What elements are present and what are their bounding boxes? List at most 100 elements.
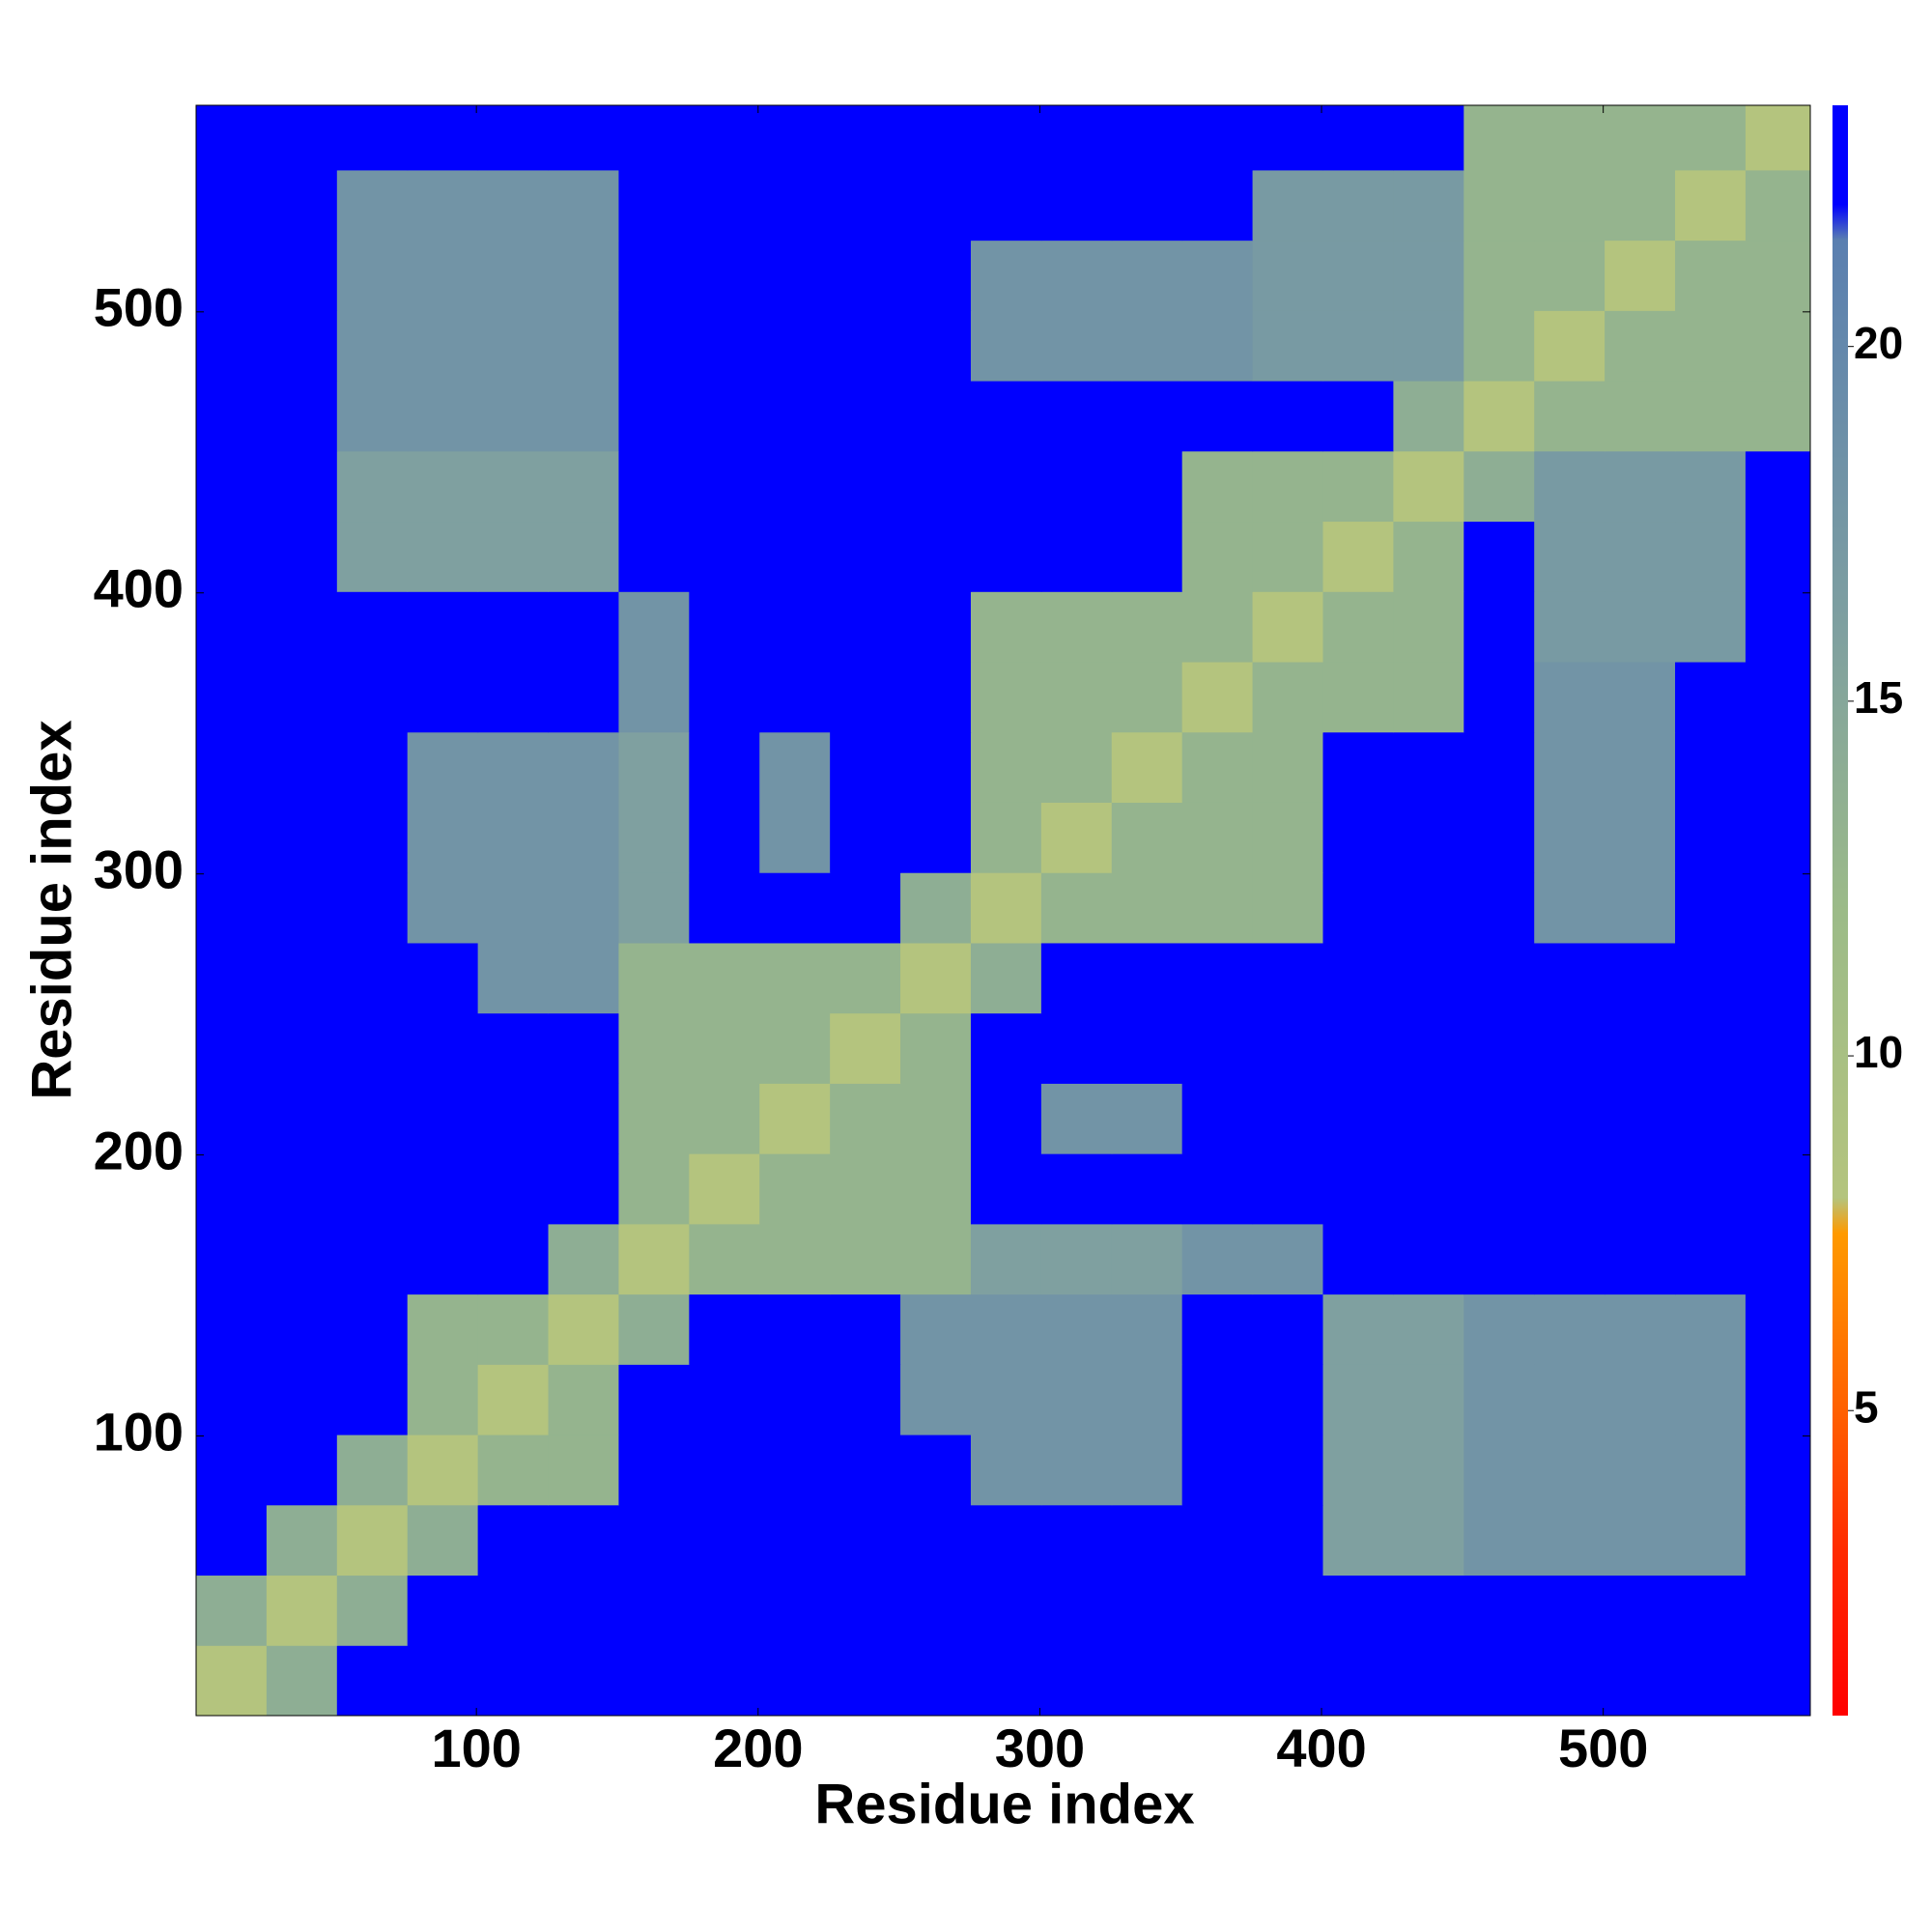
heatmap-cell [689,1364,760,1435]
heatmap-cell [759,1504,831,1577]
heatmap-cell [970,942,1042,1014]
heatmap-cell [1181,802,1254,873]
heatmap-cell [1393,381,1464,452]
heatmap-cell [1393,1575,1464,1646]
heatmap-cell [1605,1504,1676,1577]
heatmap-cell [830,521,901,592]
heatmap-cell [830,1153,901,1225]
heatmap-cell [266,1575,338,1646]
heatmap-cell [407,942,479,1014]
heatmap-cell [548,802,619,873]
heatmap-cell [1605,381,1676,452]
heatmap-cell [830,381,901,452]
heatmap-cell [900,310,972,382]
heatmap-cell [970,240,1042,311]
heatmap-cell [266,802,338,873]
y-tick-label: 500 [94,277,184,338]
heatmap-cell [1181,310,1254,382]
heatmap-cell [336,1575,409,1646]
heatmap-cell [1181,591,1254,663]
heatmap-cell [618,731,690,803]
heatmap-cell [970,1645,1042,1716]
heatmap-cell [1252,1153,1323,1225]
heatmap-cell [1675,521,1747,592]
heatmap-cell [1675,450,1747,523]
heatmap-cell [830,1223,901,1295]
x-tick-label: 200 [713,1718,803,1778]
heatmap-cell [1181,105,1254,171]
heatmap-cell [759,521,831,592]
heatmap-cell [618,310,690,382]
heatmap-cell [689,731,760,803]
heatmap-cell [1040,1293,1113,1365]
heatmap-cell [1181,381,1254,452]
heatmap-cell [1111,1364,1183,1435]
heatmap-cell [1463,1575,1535,1646]
heatmap-cell [1393,1012,1464,1084]
heatmap-cell [336,1083,409,1154]
heatmap-cell [1745,1504,1810,1577]
heatmap-cell [1181,521,1254,592]
heatmap-cell [407,521,479,592]
heatmap-cell [618,942,690,1014]
heatmap-cell [618,662,690,733]
heatmap-cell [1111,802,1183,873]
heatmap-cell [266,731,338,803]
heatmap-cell [548,942,619,1014]
heatmap-cell [477,1223,550,1295]
heatmap-cell [1463,1223,1535,1295]
heatmap-cell [407,662,479,733]
heatmap-cell [1252,942,1323,1014]
heatmap-cell [1534,1504,1605,1577]
heatmap-cell [1534,1575,1605,1646]
heatmap-cell [689,1293,760,1365]
y-tick-label: 100 [94,1401,184,1462]
heatmap-cell [266,1153,338,1225]
heatmap-cell [336,1012,409,1084]
heatmap-cell [970,381,1042,452]
heatmap-cell [618,169,690,242]
heatmap-cell [1605,1083,1676,1154]
heatmap-cell [1745,872,1810,944]
heatmap-cell [1393,802,1464,873]
heatmap [196,105,1810,1716]
heatmap-cell [1322,1575,1394,1646]
heatmap-cell [1181,450,1254,523]
heatmap-cell [1322,310,1394,382]
x-tick-label: 300 [995,1718,1085,1778]
heatmap-cell [477,105,550,171]
heatmap-cell [1040,240,1113,311]
heatmap-cell [689,942,760,1014]
heatmap-cell [970,310,1042,382]
heatmap-cell [1745,1293,1810,1365]
heatmap-cell [477,1504,550,1577]
heatmap-cell [1252,310,1323,382]
heatmap-cell [1745,1223,1810,1295]
heatmap-cell [1605,942,1676,1014]
heatmap-cell [1534,1435,1605,1506]
heatmap-cell [1111,662,1183,733]
heatmap-cell [618,381,690,452]
heatmap-cell [759,240,831,311]
heatmap-cell [548,1435,619,1506]
heatmap-cell [266,1364,338,1435]
heatmap-cell [477,1153,550,1225]
heatmap-cell [1393,872,1464,944]
heatmap-cell [1393,1645,1464,1716]
heatmap-cell [1605,662,1676,733]
heatmap-cell [196,802,268,873]
heatmap-cell [970,169,1042,242]
heatmap-cell [1745,662,1810,733]
heatmap-cell [1605,450,1676,523]
heatmap-cell [548,1645,619,1716]
heatmap-cell [477,662,550,733]
heatmap-cell [900,450,972,523]
heatmap-cell [1111,310,1183,382]
heatmap-cell [618,1504,690,1577]
heatmap-cell [689,591,760,663]
heatmap-cell [1111,1504,1183,1577]
heatmap-cell [759,1223,831,1295]
heatmap-cell [1322,1153,1394,1225]
heatmap-cell [1040,1223,1113,1295]
